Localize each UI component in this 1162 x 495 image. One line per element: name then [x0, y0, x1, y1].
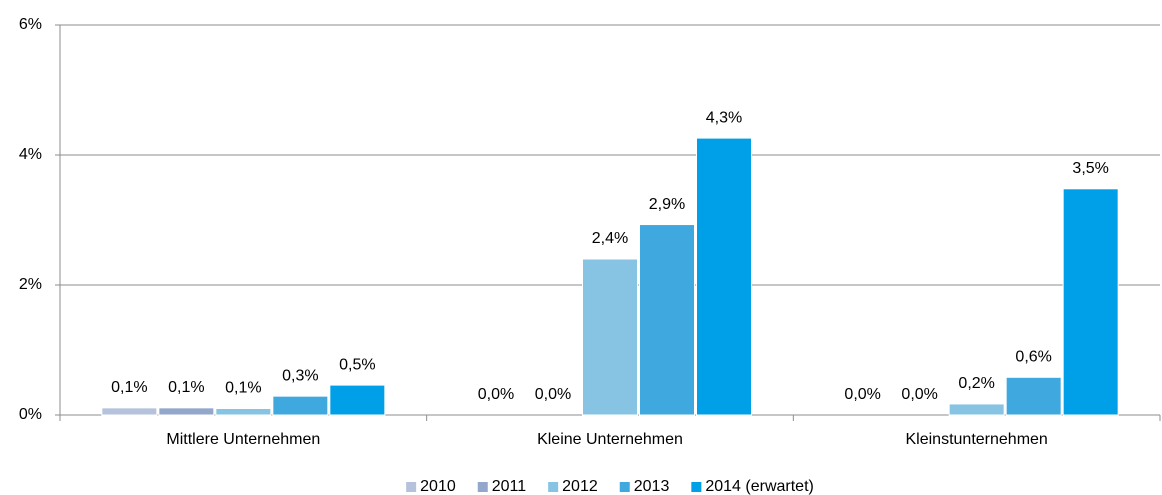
legend-label: 2014 (erwartet) — [705, 478, 814, 495]
data-label: 2,9% — [649, 196, 685, 213]
y-tick-label: 2% — [19, 276, 42, 293]
bar — [329, 384, 386, 416]
bar — [158, 407, 215, 416]
y-tick-label: 6% — [19, 16, 42, 33]
bar — [215, 408, 272, 416]
data-label: 0,3% — [282, 367, 318, 384]
legend-swatch — [548, 482, 559, 492]
bar — [1005, 376, 1062, 416]
data-label: 0,6% — [1015, 349, 1051, 366]
data-label: 0,0% — [478, 386, 514, 403]
data-label: 0,1% — [168, 379, 204, 396]
data-label: 0,5% — [339, 356, 375, 373]
x-tick-label: Kleinstunternehmen — [906, 431, 1048, 448]
legend-swatch — [619, 482, 630, 492]
y-tick-label: 4% — [19, 146, 42, 163]
x-tick-label: Mittlere Unternehmen — [166, 431, 320, 448]
bar — [101, 407, 158, 416]
data-label: 0,2% — [958, 375, 994, 392]
bar — [582, 258, 638, 416]
bar — [639, 224, 695, 416]
data-label: 4,3% — [706, 109, 742, 126]
y-tick-label: 0% — [19, 406, 42, 423]
legend-label: 2010 — [420, 478, 456, 495]
data-label: 0,0% — [844, 386, 880, 403]
legend-label: 2012 — [562, 478, 598, 495]
bar — [696, 137, 752, 416]
bar — [1062, 188, 1119, 416]
data-label: 0,0% — [535, 386, 571, 403]
legend-swatch — [691, 482, 702, 492]
data-label: 2,4% — [592, 230, 628, 247]
data-label: 3,5% — [1072, 160, 1108, 177]
bar — [272, 395, 329, 416]
legend-label: 2013 — [634, 478, 670, 495]
legend-label: 2011 — [492, 478, 527, 495]
data-label: 0,0% — [901, 386, 937, 403]
bar — [948, 403, 1005, 416]
data-label: 0,1% — [111, 379, 147, 396]
legend-swatch — [406, 482, 417, 492]
legend-swatch — [477, 482, 488, 492]
x-tick-label: Kleine Unternehmen — [537, 431, 683, 448]
data-label: 0,1% — [225, 380, 261, 397]
